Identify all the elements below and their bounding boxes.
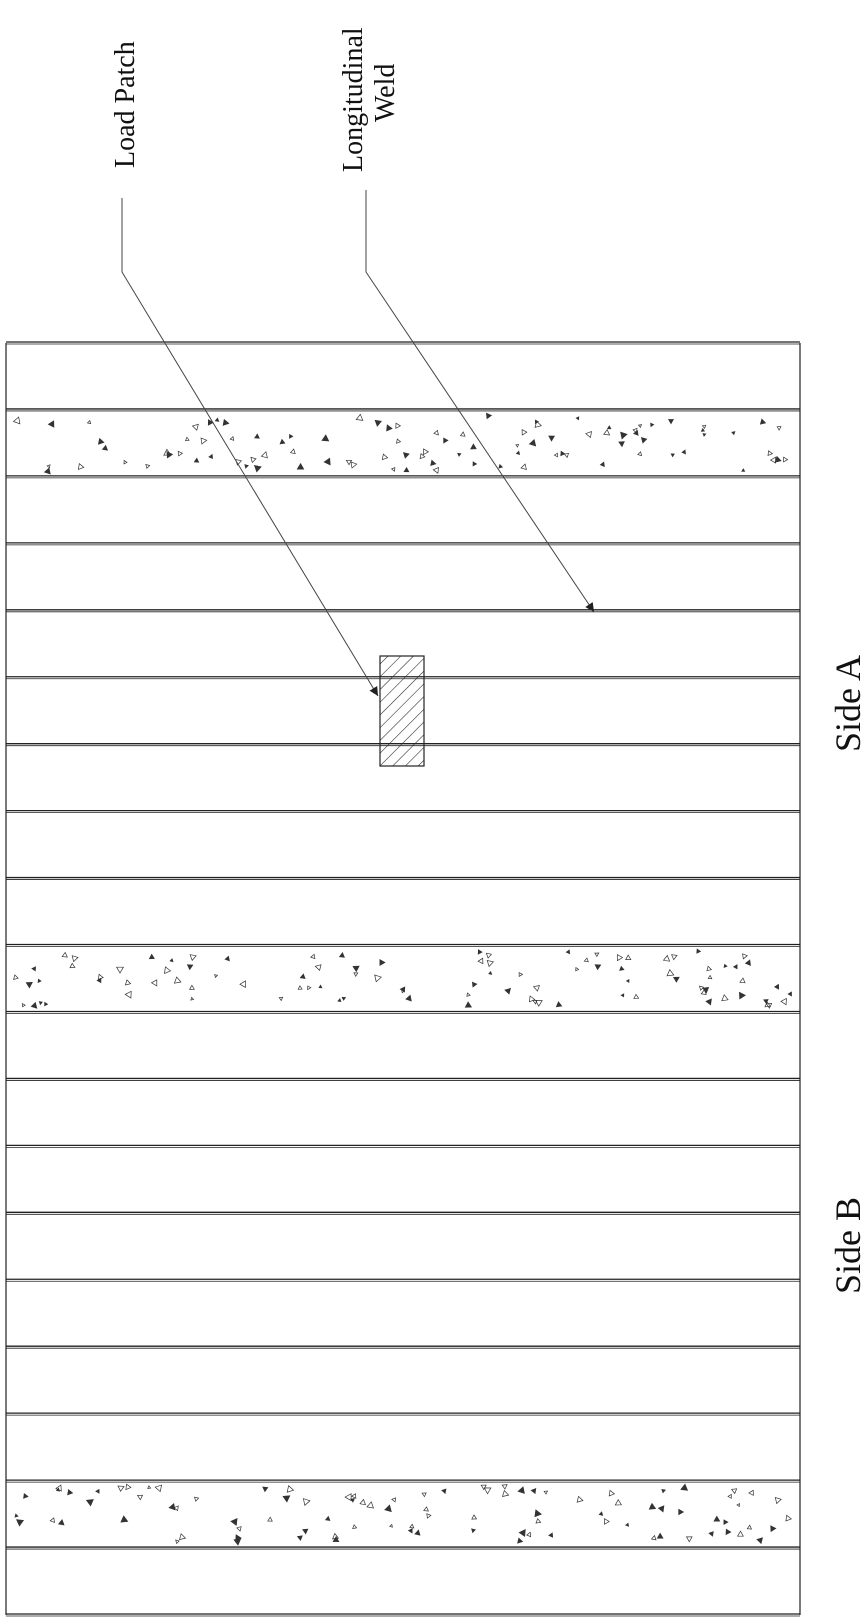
concrete-strip: [6, 410, 800, 477]
deck-strip: [6, 1414, 800, 1481]
deck-strip: [6, 1347, 800, 1414]
longitudinal-weld-label-line2: Weld: [370, 64, 401, 122]
load-patch: [380, 656, 424, 766]
deck-strip: [6, 1146, 800, 1213]
load-patch-label: Load Patch: [110, 41, 141, 168]
longitudinal-weld-label-line1: Longitudinal: [338, 27, 369, 172]
deck-strip: [6, 343, 800, 410]
side-b-label: Side B: [828, 1197, 868, 1294]
concrete-strip: [6, 946, 800, 1013]
deck-strip: [6, 1213, 800, 1280]
deck-strips: [6, 343, 800, 1615]
deck-strip: [6, 1548, 800, 1615]
deck-strip: [6, 1280, 800, 1347]
deck-strip: [6, 879, 800, 946]
deck-strip: [6, 1079, 800, 1146]
deck-strip: [6, 1012, 800, 1079]
deck-strip: [6, 812, 800, 879]
deck-strip: [6, 477, 800, 544]
deck-strip: [6, 544, 800, 611]
side-a-label: Side A: [828, 655, 868, 752]
concrete-strip: [6, 1481, 800, 1548]
